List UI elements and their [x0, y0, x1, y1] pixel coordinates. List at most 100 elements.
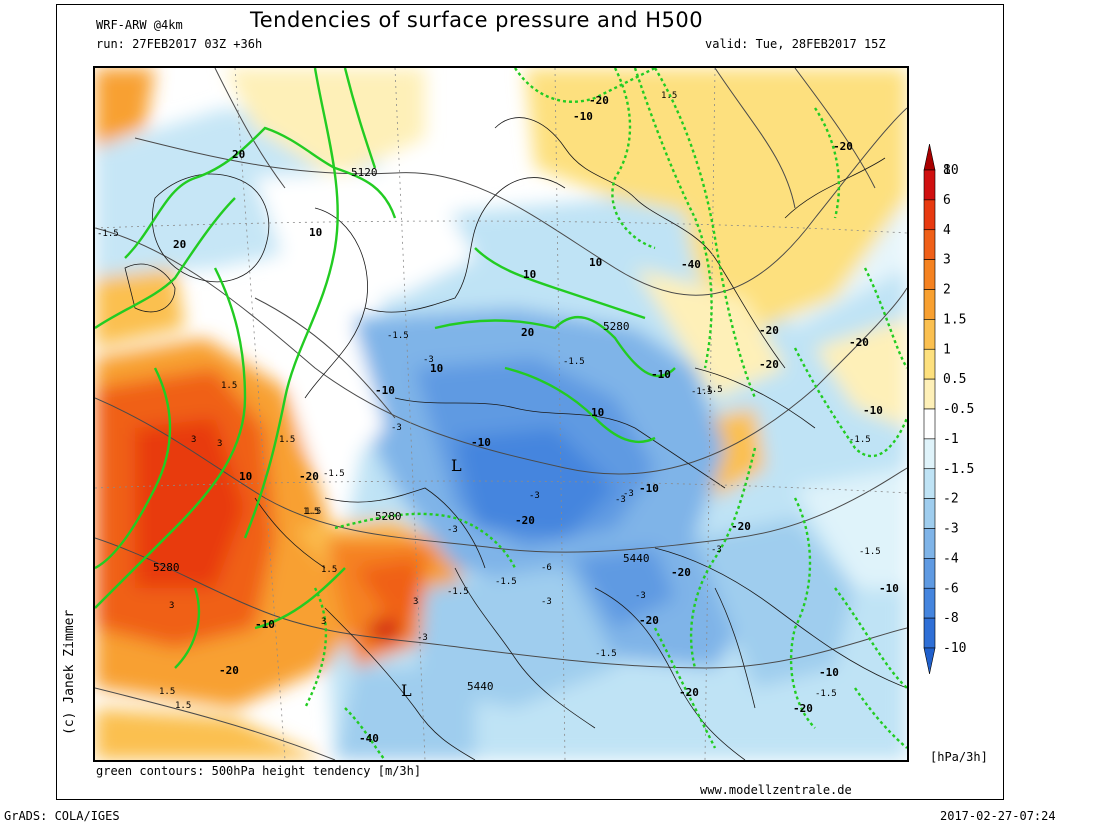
- h500-labels: 5120 5280 5280 5280 5440 5440: [153, 166, 650, 693]
- colorbar-tick-label: -10: [943, 641, 966, 656]
- tendency-label: -10: [819, 666, 839, 679]
- colorbar-tick-label: 3: [943, 253, 951, 268]
- pressure-label: 3: [413, 597, 418, 607]
- colorbar-swatch: [923, 558, 936, 589]
- lat-lon-grid: [95, 68, 907, 760]
- tendency-label: -10: [863, 404, 883, 417]
- colorbar-swatch: [923, 169, 936, 201]
- tendency-label: -20: [759, 324, 779, 337]
- pressure-label: -3: [615, 495, 626, 505]
- pressure-label: -1.5: [595, 649, 617, 659]
- colorbar-swatch: [923, 348, 936, 380]
- h500-tendency-positive: [95, 68, 676, 669]
- model-label: WRF-ARW @4km: [96, 18, 183, 32]
- pressure-label: -3: [635, 591, 646, 601]
- colorbar-tick-label: -8: [943, 611, 959, 626]
- chart-title: Tendencies of surface pressure and H500: [250, 8, 704, 32]
- tendency-label: 10: [589, 256, 602, 269]
- colorbar-tick-label: -0.5: [943, 402, 974, 417]
- tendency-label: -20: [219, 664, 239, 677]
- run-label: run: 27FEB2017 03Z +36h: [96, 37, 263, 51]
- pressure-labels: -1.5 1.5 -1.5 -1.5 -3 -1.5 3 1.5 -3 -1.5…: [97, 91, 881, 711]
- colorbar-tick-label: 1.5: [943, 312, 966, 327]
- colorbar-tick-label: -3: [943, 522, 959, 537]
- pressure-label: -1.5: [563, 357, 585, 367]
- pressure-label: -3: [711, 545, 722, 555]
- colorbar-bottom-arrow: [923, 647, 936, 675]
- tendency-label: 10: [430, 362, 443, 375]
- timestamp-label: 2017-02-27-07:24: [940, 809, 1056, 823]
- valid-label: valid: Tue, 28FEB2017 15Z: [705, 37, 886, 51]
- tendency-label: -40: [681, 258, 701, 271]
- tendency-label: -10: [471, 436, 491, 449]
- tendency-label: 10: [523, 268, 536, 281]
- tendency-label: -10: [573, 110, 593, 123]
- pressure-label: -1.5: [691, 387, 713, 397]
- tendency-label: -20: [793, 702, 813, 715]
- colorbar-swatch: [923, 199, 936, 231]
- colorbar-tick-label: -2: [943, 492, 959, 507]
- pressure-label: -1.5: [849, 435, 871, 445]
- colorbar-swatch: [923, 378, 936, 410]
- pressure-label: -1.5: [447, 587, 469, 597]
- colorbar-tick-label: -4: [943, 551, 959, 566]
- tendency-label: -20: [849, 336, 869, 349]
- colorbar-swatch: [923, 617, 936, 649]
- tendency-label: -10: [639, 482, 659, 495]
- pressure-label: 3: [169, 601, 174, 611]
- tendency-label: -20: [731, 520, 751, 533]
- colorbar-swatch: [923, 438, 936, 470]
- colorbar-swatch: [923, 498, 936, 529]
- tendency-label: -20: [589, 94, 609, 107]
- pressure-label: 3: [321, 617, 326, 627]
- tendency-label: 10: [239, 470, 252, 483]
- colorbar: 10 8 6 4 3 2 1.5 1 0.5 -0.5 -1 -1.5 -2 -3 -4 -6 -8 -10: [918, 143, 998, 675]
- pressure-label: -1.5: [859, 547, 881, 557]
- low-marker: L: [451, 456, 462, 475]
- pressure-label: 1.5: [221, 381, 237, 391]
- tendency-label: 10: [591, 406, 604, 419]
- tendency-label: -20: [639, 614, 659, 627]
- tendency-label: -10: [879, 582, 899, 595]
- colorbar-tick-label: 1: [943, 342, 951, 357]
- grads-label: GrADS: COLA/IGES: [4, 809, 120, 823]
- tendency-label: 20: [232, 148, 245, 161]
- colorbar-tick-label: 4: [943, 223, 951, 238]
- colorbar-swatch: [923, 468, 936, 499]
- tendency-label: -20: [671, 566, 691, 579]
- pressure-label: -3: [417, 633, 428, 643]
- low-marker: L: [401, 681, 412, 700]
- pressure-label: -1.5: [323, 469, 345, 479]
- colorbar-tick-label: -6: [943, 581, 959, 596]
- colorbar-tick-label: -1: [943, 432, 959, 447]
- tendency-label: -10: [651, 368, 671, 381]
- pressure-label: 1.5: [159, 687, 175, 697]
- tendency-label: -20: [759, 358, 779, 371]
- tendency-label: 20: [521, 326, 534, 339]
- colorbar-tick-label: 6: [943, 193, 951, 208]
- colorbar-swatch: [923, 229, 936, 260]
- h500-contours: [95, 68, 907, 760]
- pressure-label: -3: [529, 491, 540, 501]
- colorbar-unit: [hPa/3h]: [930, 750, 988, 764]
- tendency-label: 20: [173, 238, 186, 251]
- pressure-label: -1.5: [495, 577, 517, 587]
- tendency-label: -10: [375, 384, 395, 397]
- pressure-label: -1.5: [387, 331, 409, 341]
- pressure-label: -1.5: [97, 229, 119, 239]
- h500-label: 5280: [153, 561, 180, 574]
- coastlines-borders: [124, 117, 907, 760]
- pressure-label: 1.5: [661, 91, 677, 101]
- pressure-label: -3: [423, 355, 434, 365]
- copyright-credit: (c) Janek Zimmer: [62, 609, 77, 735]
- pressure-label: -3: [541, 597, 552, 607]
- pressure-label: 3: [191, 435, 196, 445]
- colorbar-tick-label: 8: [943, 163, 951, 178]
- colorbar-swatch: [923, 289, 936, 320]
- website-label[interactable]: www.modellzentrale.de: [700, 783, 852, 797]
- h500-label: 5440: [467, 680, 494, 693]
- weather-map[interactable]: L L 5120 5280 5280 5280 5440 5440 20 20 …: [93, 66, 909, 762]
- pressure-label: 1.5: [279, 435, 295, 445]
- pressure-label: -3: [447, 525, 458, 535]
- colorbar-tick-label: 2: [943, 283, 951, 298]
